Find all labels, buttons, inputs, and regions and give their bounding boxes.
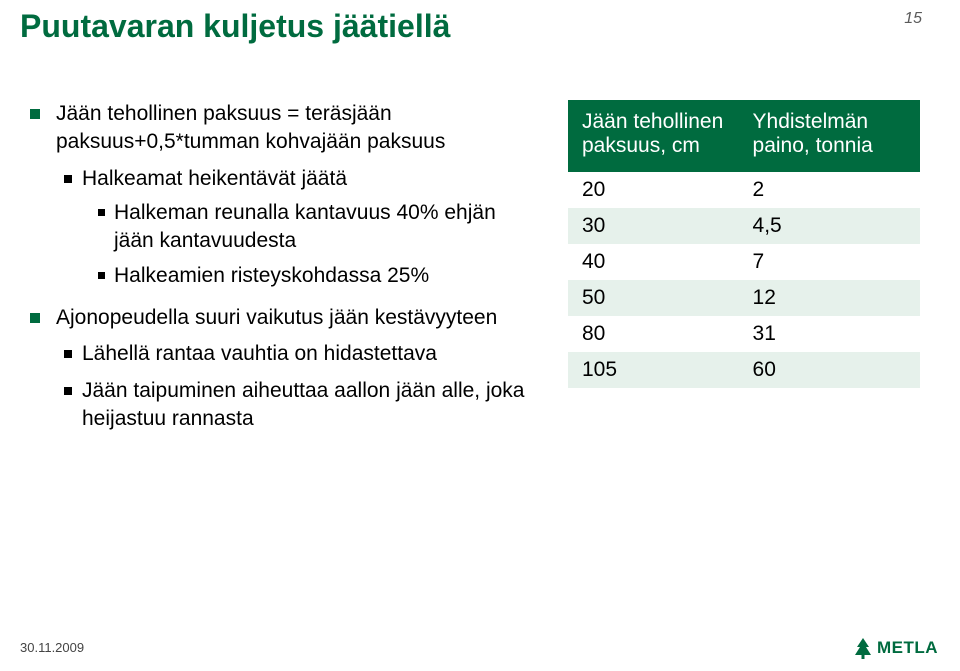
logo-text: METLA bbox=[877, 638, 938, 658]
table-cell: 30 bbox=[568, 208, 739, 244]
page-number: 15 bbox=[904, 10, 922, 28]
table-header-row: Jään tehollinen paksuus, cm Yhdistelmän … bbox=[568, 100, 920, 172]
table-row: 30 4,5 bbox=[568, 208, 920, 244]
table-row: 105 60 bbox=[568, 352, 920, 388]
table-row: 40 7 bbox=[568, 244, 920, 280]
bullet-text: Halkeman reunalla kantavuus 40% ehjän jä… bbox=[114, 201, 496, 252]
table-cell: 2 bbox=[739, 172, 920, 208]
footer-logo: METLA bbox=[853, 637, 938, 659]
table-row: 50 12 bbox=[568, 280, 920, 316]
table-cell: 12 bbox=[739, 280, 920, 316]
table-row: 80 31 bbox=[568, 316, 920, 352]
bullet-text: Ajonopeudella suuri vaikutus jään kestäv… bbox=[56, 306, 497, 329]
bullet-l3: Halkeman reunalla kantavuus 40% ehjän jä… bbox=[82, 199, 530, 256]
table-cell: 4,5 bbox=[739, 208, 920, 244]
table-cell: 105 bbox=[568, 352, 739, 388]
bullet-text: Halkeamat heikentävät jäätä bbox=[82, 167, 347, 190]
ice-load-table: Jään tehollinen paksuus, cm Yhdistelmän … bbox=[568, 100, 920, 388]
table-cell: 80 bbox=[568, 316, 739, 352]
table-cell: 60 bbox=[739, 352, 920, 388]
tree-icon bbox=[853, 637, 873, 659]
table-header-cell: Jään tehollinen paksuus, cm bbox=[568, 100, 739, 172]
slide: Puutavaran kuljetus jäätiellä 15 Jään te… bbox=[0, 0, 960, 671]
table-cell: 31 bbox=[739, 316, 920, 352]
table-cell: 50 bbox=[568, 280, 739, 316]
table-cell: 40 bbox=[568, 244, 739, 280]
bullet-l1: Jään tehollinen paksuus = teräsjään paks… bbox=[30, 100, 530, 290]
bullet-l2: Lähellä rantaa vauhtia on hidastettava bbox=[56, 340, 530, 368]
table-cell: 7 bbox=[739, 244, 920, 280]
footer-date: 30.11.2009 bbox=[20, 640, 84, 655]
bullet-l3: Halkeamien risteyskohdassa 25% bbox=[82, 262, 530, 290]
table-cell: 20 bbox=[568, 172, 739, 208]
bullet-text: Jään taipuminen aiheuttaa aallon jään al… bbox=[82, 379, 525, 430]
bullet-text: Jään tehollinen paksuus = teräsjään paks… bbox=[56, 102, 445, 153]
bullet-text: Lähellä rantaa vauhtia on hidastettava bbox=[82, 342, 437, 365]
table-row: 20 2 bbox=[568, 172, 920, 208]
bullet-l2: Halkeamat heikentävät jäätä Halkeman reu… bbox=[56, 165, 530, 290]
bullet-content: Jään tehollinen paksuus = teräsjään paks… bbox=[30, 100, 530, 447]
bullet-text: Halkeamien risteyskohdassa 25% bbox=[114, 264, 429, 287]
slide-title: Puutavaran kuljetus jäätiellä bbox=[20, 8, 450, 45]
bullet-l1: Ajonopeudella suuri vaikutus jään kestäv… bbox=[30, 304, 530, 433]
table-header-cell: Yhdistelmän paino, tonnia bbox=[739, 100, 920, 172]
bullet-l2: Jään taipuminen aiheuttaa aallon jään al… bbox=[56, 377, 530, 434]
